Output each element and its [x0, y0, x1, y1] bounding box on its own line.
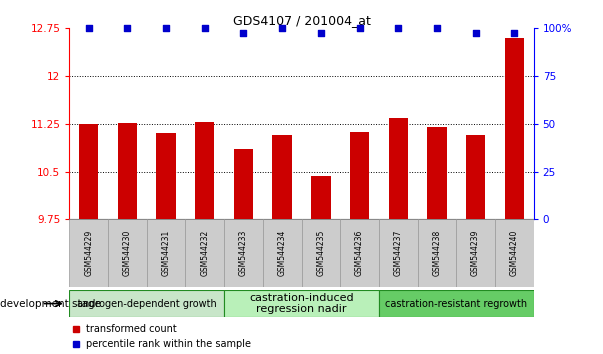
Bar	[505, 38, 524, 219]
Point	[161, 25, 171, 31]
Text: GSM544231: GSM544231	[162, 230, 171, 276]
Bar	[379, 219, 417, 287]
Point	[432, 25, 442, 31]
Bar	[195, 122, 215, 219]
Bar	[69, 290, 224, 317]
Text: GSM544229: GSM544229	[84, 230, 93, 276]
Text: GSM544230: GSM544230	[123, 230, 132, 276]
Bar	[79, 124, 98, 219]
Bar	[118, 123, 137, 219]
Bar	[234, 149, 253, 219]
Bar	[495, 219, 534, 287]
Point	[277, 25, 287, 31]
Text: transformed count: transformed count	[86, 324, 176, 334]
Point	[393, 25, 403, 31]
Text: percentile rank within the sample: percentile rank within the sample	[86, 339, 251, 349]
Point	[471, 30, 481, 36]
Bar	[340, 219, 379, 287]
Text: GSM544233: GSM544233	[239, 230, 248, 276]
Bar	[273, 135, 292, 219]
Bar	[350, 132, 369, 219]
Point	[122, 25, 132, 31]
Bar	[224, 219, 263, 287]
Bar	[428, 127, 447, 219]
Text: GSM544238: GSM544238	[432, 230, 441, 276]
Bar	[302, 219, 340, 287]
Point	[316, 30, 326, 36]
Text: GSM544240: GSM544240	[510, 230, 519, 276]
Text: development stage: development stage	[0, 298, 101, 309]
Text: GSM544232: GSM544232	[200, 230, 209, 276]
Text: GSM544236: GSM544236	[355, 230, 364, 276]
Point	[239, 30, 248, 36]
Bar	[456, 219, 495, 287]
Text: GSM544235: GSM544235	[317, 230, 326, 276]
Bar	[417, 219, 456, 287]
Point	[355, 25, 364, 31]
Bar	[108, 219, 147, 287]
Text: GSM544237: GSM544237	[394, 230, 403, 276]
Text: GSM544234: GSM544234	[277, 230, 286, 276]
Text: castration-induced
regression nadir: castration-induced regression nadir	[249, 293, 354, 314]
Bar	[311, 176, 330, 219]
Bar	[156, 133, 175, 219]
Point	[84, 25, 93, 31]
Bar	[379, 290, 534, 317]
Point	[200, 25, 210, 31]
Bar	[147, 219, 186, 287]
Bar	[263, 219, 302, 287]
Bar	[186, 219, 224, 287]
Text: androgen-dependent growth: androgen-dependent growth	[77, 298, 216, 309]
Point	[510, 30, 519, 36]
Bar	[224, 290, 379, 317]
Bar	[466, 135, 485, 219]
Title: GDS4107 / 201004_at: GDS4107 / 201004_at	[233, 14, 370, 27]
Bar	[388, 118, 408, 219]
Text: castration-resistant regrowth: castration-resistant regrowth	[385, 298, 528, 309]
Bar	[69, 219, 108, 287]
Text: GSM544239: GSM544239	[471, 230, 480, 276]
